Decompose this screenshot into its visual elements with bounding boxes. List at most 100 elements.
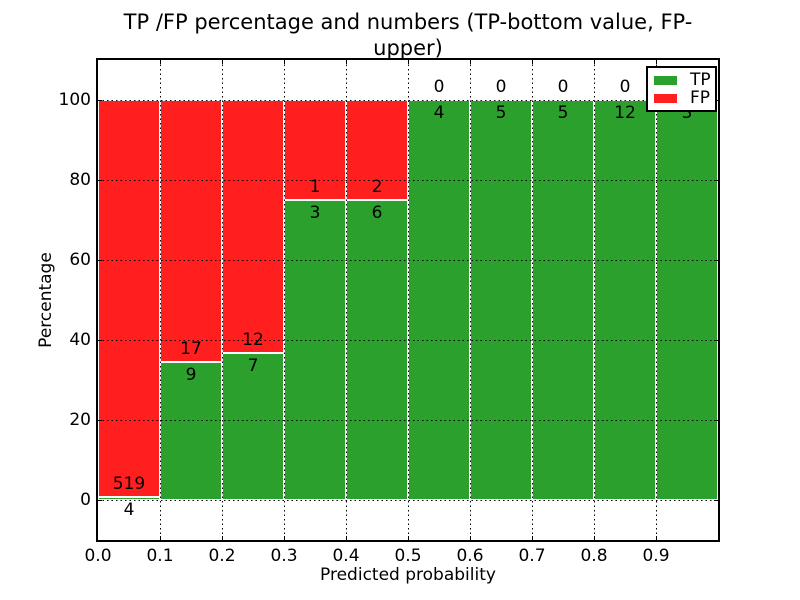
- bar-tp-segment: [284, 200, 346, 500]
- y-tick-label: 80: [69, 170, 91, 190]
- fp-count-label: 519: [112, 473, 146, 494]
- fp-count-label: 0: [495, 77, 507, 97]
- x-tick-label: 0.5: [394, 546, 422, 566]
- tick-mark: [656, 60, 657, 64]
- tick-mark: [594, 536, 595, 540]
- fp-count-label: 12: [242, 329, 264, 350]
- bar-tp-segment: [594, 100, 656, 500]
- x-tick-label: 0.9: [642, 546, 670, 566]
- bar-tp-segment: [160, 361, 222, 500]
- x-tick-label: 0.6: [456, 546, 484, 566]
- tp-count-label: 5: [495, 103, 507, 123]
- x-tick-label: 0.3: [270, 546, 298, 566]
- y-axis-label: Percentage: [36, 252, 56, 348]
- gridline-horizontal: [98, 339, 718, 341]
- legend: TP FP: [646, 66, 717, 112]
- gridline-vertical: [407, 60, 409, 540]
- gridline-vertical: [531, 60, 533, 540]
- tick-mark: [98, 419, 102, 421]
- tp-count-label: 3: [681, 103, 693, 123]
- tp-count-label: 3: [309, 203, 321, 223]
- chart-title-line-1: TP /FP percentage and numbers (TP-bottom…: [123, 10, 693, 60]
- bar-tp-segment: [656, 100, 718, 500]
- fp-count-label: 1: [309, 177, 321, 197]
- tick-mark: [470, 536, 471, 540]
- tick-mark: [714, 259, 718, 261]
- tick-mark: [98, 179, 102, 181]
- tp-count-label: 7: [247, 355, 259, 376]
- tp-count-label: 6: [371, 203, 383, 223]
- fp-count-label: 17: [180, 338, 202, 359]
- tick-mark: [408, 536, 409, 540]
- fp-legend-label: FP: [690, 87, 711, 108]
- legend-row-fp: FP: [654, 87, 711, 108]
- plot-area: 5194179127132604050501203: [96, 58, 720, 542]
- tp-legend-label: TP: [690, 69, 711, 90]
- y-tick-label: 0: [80, 490, 91, 510]
- bar-tp-segment: [532, 100, 594, 500]
- bar-fp-segment: [222, 100, 284, 353]
- bar-tp-segment: [222, 352, 284, 500]
- tick-mark: [98, 99, 102, 101]
- x-tick-label: 0.8: [580, 546, 608, 566]
- tick-mark: [346, 536, 347, 540]
- gridline-horizontal: [98, 99, 718, 101]
- tick-mark: [594, 60, 595, 64]
- bar-fp-segment: [346, 100, 408, 200]
- tick-mark: [98, 499, 102, 501]
- x-tick-label: 0.0: [84, 546, 112, 566]
- x-axis-label: Predicted probability: [320, 565, 496, 585]
- tp-count-label: 12: [614, 103, 636, 123]
- tick-mark: [160, 536, 161, 540]
- gridline-horizontal: [98, 419, 718, 421]
- tick-mark: [98, 259, 102, 261]
- x-tick-label: 0.4: [332, 546, 360, 566]
- tick-mark: [532, 536, 533, 540]
- fp-legend-swatch: [654, 93, 677, 103]
- gridline-vertical: [593, 60, 595, 540]
- tick-mark: [532, 60, 533, 64]
- gridline-horizontal: [98, 499, 718, 501]
- bar-tp-segment: [470, 100, 532, 500]
- fp-count-label: 0: [557, 77, 569, 97]
- tick-mark: [714, 339, 718, 341]
- gridline-horizontal: [98, 179, 718, 181]
- y-tick-label: 60: [69, 250, 91, 270]
- tp-count-label: 4: [433, 103, 445, 123]
- tick-mark: [222, 536, 223, 540]
- y-tick-label: 100: [58, 90, 91, 110]
- tick-mark: [470, 60, 471, 64]
- gridline-vertical: [221, 60, 223, 540]
- gridline-vertical: [283, 60, 285, 540]
- gridline-horizontal: [98, 259, 718, 261]
- tick-mark: [714, 499, 718, 501]
- bar-tp-segment: [408, 100, 470, 500]
- gridline-vertical: [345, 60, 347, 540]
- gridline-vertical: [469, 60, 471, 540]
- legend-row-tp: TP: [654, 69, 711, 90]
- x-tick-label: 0.1: [146, 546, 174, 566]
- x-tick-label: 0.7: [518, 546, 546, 566]
- tp-count-label: 5: [557, 103, 569, 123]
- tick-mark: [656, 536, 657, 540]
- bar-fp-segment: [98, 100, 160, 497]
- tick-mark: [714, 179, 718, 181]
- gridline-vertical: [655, 60, 657, 540]
- tick-mark: [284, 536, 285, 540]
- fp-count-label: 0: [619, 77, 631, 97]
- fp-count-label: 2: [371, 177, 383, 197]
- x-tick-label: 0.2: [208, 546, 236, 566]
- y-tick-label: 20: [69, 410, 91, 430]
- tick-mark: [160, 60, 161, 64]
- tick-mark: [346, 60, 347, 64]
- bar-fp-segment: [160, 100, 222, 362]
- bar-tp-segment: [346, 200, 408, 500]
- tp-count-label: 9: [185, 364, 197, 385]
- tp-legend-swatch: [654, 75, 677, 85]
- y-tick-label: 40: [69, 330, 91, 350]
- tick-mark: [98, 339, 102, 341]
- tp-count-label: 4: [123, 499, 135, 520]
- tick-mark: [714, 419, 718, 421]
- fp-count-label: 0: [433, 77, 445, 97]
